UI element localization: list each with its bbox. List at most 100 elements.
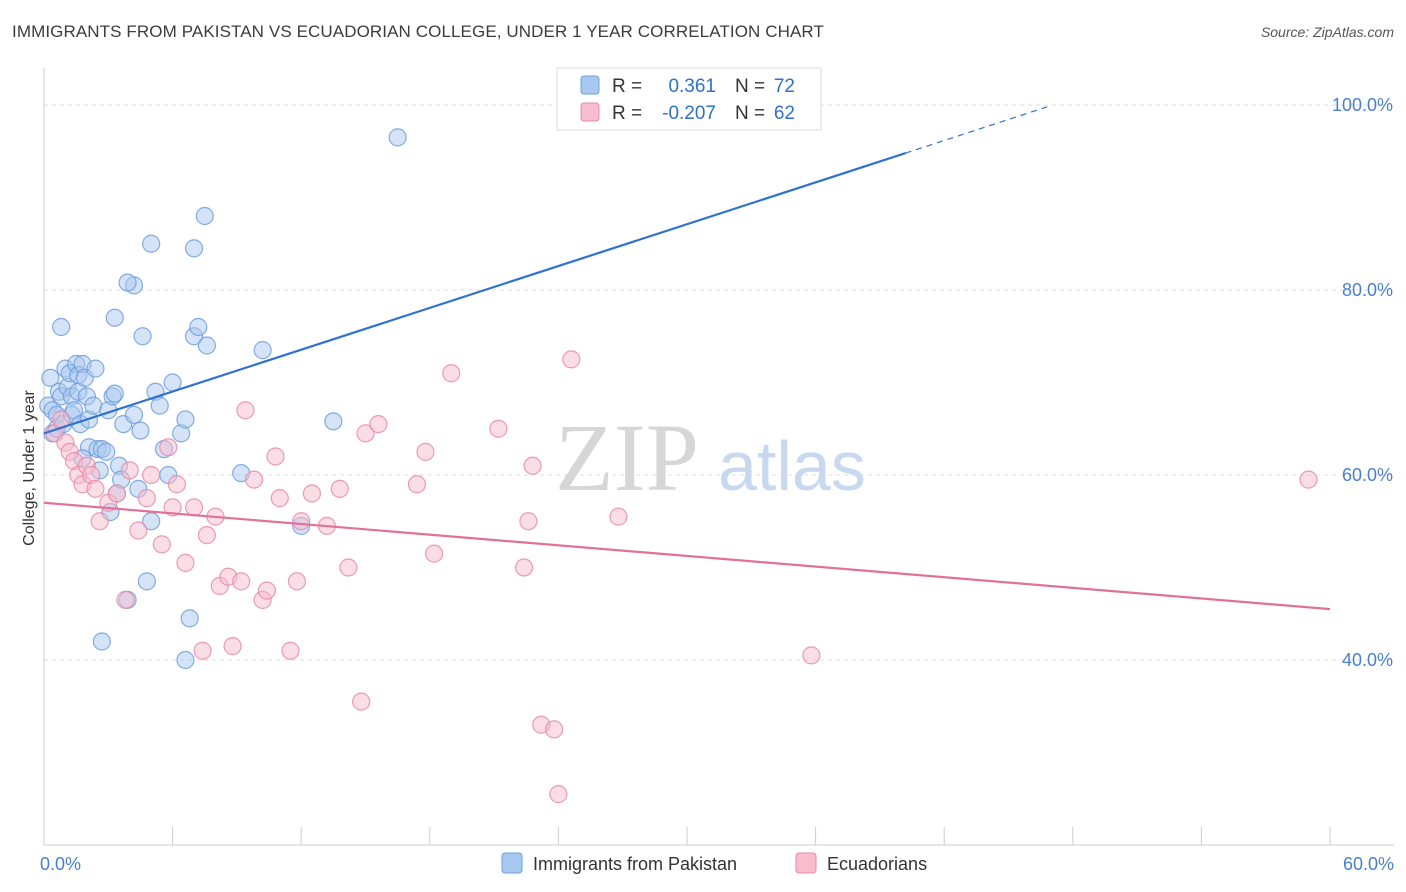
series-immigrants-from-pakistan <box>39 100 817 670</box>
ecuadorian-point-54 <box>523 456 542 475</box>
pakistan-point-50 <box>184 239 204 258</box>
ecuadorian-point-49 <box>424 544 444 563</box>
ecuadorian-point-19 <box>159 438 178 457</box>
legend-swatch-blue <box>580 75 600 95</box>
x-tick-marks <box>172 827 1331 845</box>
ecuadorian-point-13 <box>116 590 135 609</box>
bottom-legend-label-blue: Immigrants from Pakistan <box>533 854 737 874</box>
pakistan-point-25 <box>84 396 103 415</box>
pakistan-point-39 <box>131 421 150 440</box>
source-label: Source: ZipAtlas.com <box>1260 24 1394 40</box>
watermark-atlas: atlas <box>718 427 866 505</box>
ecuadorian-point-59 <box>609 507 628 526</box>
ecuadorian-point-18 <box>152 535 171 554</box>
legend-swatch-pink <box>580 102 600 122</box>
ecuadorian-point-40 <box>302 484 322 503</box>
ecuadorian-point-10 <box>90 512 109 531</box>
ecuadorian-point-38 <box>287 572 307 591</box>
stats-legend-box <box>556 67 822 131</box>
trend-line-pakistan <box>43 152 906 435</box>
ecuadorian-point-42 <box>330 479 349 498</box>
ecuadorian-point-25 <box>197 526 216 545</box>
y-tick-label-100: 100.0% <box>1332 95 1393 115</box>
pakistan-point-56 <box>133 327 152 346</box>
trend-line-pakistan-extension <box>905 106 1048 154</box>
pakistan-point-71 <box>97 442 116 461</box>
ecuadorian-point-57 <box>549 785 568 804</box>
bottom-legend-swatch-blue <box>501 852 523 874</box>
ecuadorian-point-61 <box>1299 470 1318 489</box>
trend-line-ecuadorians <box>43 501 1331 611</box>
ecuadorian-point-30 <box>232 572 251 591</box>
watermark-zip: ZIP <box>555 404 699 511</box>
ecuadorian-point-12 <box>107 484 126 503</box>
y-tick-label-80: 80.0% <box>1342 280 1393 300</box>
ecuadorian-point-24 <box>193 641 212 660</box>
pakistan-point-32 <box>105 384 124 403</box>
ecuadorian-point-47 <box>407 475 427 494</box>
ecuadorian-point-36 <box>270 489 289 508</box>
ecuadorian-point-22 <box>176 553 195 572</box>
legend-n-value-blue: 72 <box>774 76 795 97</box>
legend-n-value-pink: 62 <box>774 103 795 124</box>
legend-r-label-pink: R = <box>612 103 642 124</box>
ecuadorian-point-32 <box>244 470 264 489</box>
pakistan-point-49 <box>197 336 216 355</box>
pakistan-point-59 <box>253 341 272 360</box>
stats-legend: R = 0.361 N = 72 R = -0.207 N = 62 <box>556 67 822 131</box>
pakistan-point-48 <box>189 317 208 337</box>
legend-r-value-blue: 0.361 <box>668 76 716 97</box>
pakistan-point-26 <box>86 359 105 378</box>
pakistan-point-52 <box>142 234 161 253</box>
pakistan-point-65 <box>137 572 156 591</box>
ecuadorian-point-56 <box>545 720 564 739</box>
ecuadorian-point-16 <box>137 489 156 508</box>
pakistan-point-42 <box>150 396 169 415</box>
ecuadorian-point-29 <box>223 637 242 656</box>
legend-r-value-pink: -0.207 <box>662 103 716 124</box>
ecuadorian-point-9 <box>86 479 105 498</box>
pakistan-point-67 <box>92 632 111 651</box>
ecuadorian-point-17 <box>142 465 161 485</box>
ecuadorian-point-44 <box>352 692 371 711</box>
ecuadorian-point-45 <box>356 424 375 443</box>
legend-n-label-blue: N = <box>735 76 765 97</box>
y-axis-label: College, Under 1 year <box>21 390 38 546</box>
ecuadorian-point-21 <box>167 475 186 494</box>
ecuadorian-point-48 <box>416 442 435 461</box>
ecuadorian-point-15 <box>129 521 148 540</box>
pakistan-point-68 <box>180 609 199 628</box>
pakistan-point-57 <box>176 410 195 429</box>
pakistan-point-1 <box>41 368 60 387</box>
y-tick-label-60: 60.0% <box>1342 465 1393 485</box>
bottom-legend-label-pink: Ecuadorians <box>827 854 927 874</box>
y-tick-labels: 40.0% 60.0% 80.0% 100.0% <box>1332 95 1393 670</box>
x-tick-label-min: 0.0% <box>40 854 81 874</box>
ecuadorian-point-60 <box>802 646 821 665</box>
ecuadorian-point-34 <box>257 581 277 600</box>
ecuadorian-point-23 <box>184 498 204 517</box>
ecuadorian-point-52 <box>515 558 534 577</box>
pakistan-point-54 <box>118 273 137 292</box>
pakistan-point-69 <box>176 650 195 670</box>
ecuadorian-point-35 <box>266 447 285 466</box>
pakistan-point-51 <box>195 206 214 226</box>
ecuadorian-point-50 <box>442 364 461 383</box>
ecuadorian-point-43 <box>339 558 358 577</box>
y-tick-label-40: 40.0% <box>1342 650 1393 670</box>
ecuadorian-point-31 <box>236 401 255 420</box>
bottom-legend-swatch-pink <box>795 852 817 874</box>
legend-n-label-pink: N = <box>735 103 765 124</box>
ecuadorian-point-37 <box>281 641 300 660</box>
ecuadorian-point-20 <box>163 498 182 517</box>
ecuadorian-point-58 <box>562 350 581 369</box>
ecuadorian-point-51 <box>489 419 508 438</box>
series-legend: Immigrants from Pakistan Ecuadorians <box>501 852 927 874</box>
pakistan-point-61 <box>324 412 343 431</box>
x-tick-label-max: 60.0% <box>1343 854 1394 874</box>
pakistan-point-40 <box>142 512 161 531</box>
pakistan-point-45 <box>163 373 182 392</box>
pakistan-point-37 <box>124 405 144 424</box>
legend-r-label-blue: R = <box>612 76 642 97</box>
